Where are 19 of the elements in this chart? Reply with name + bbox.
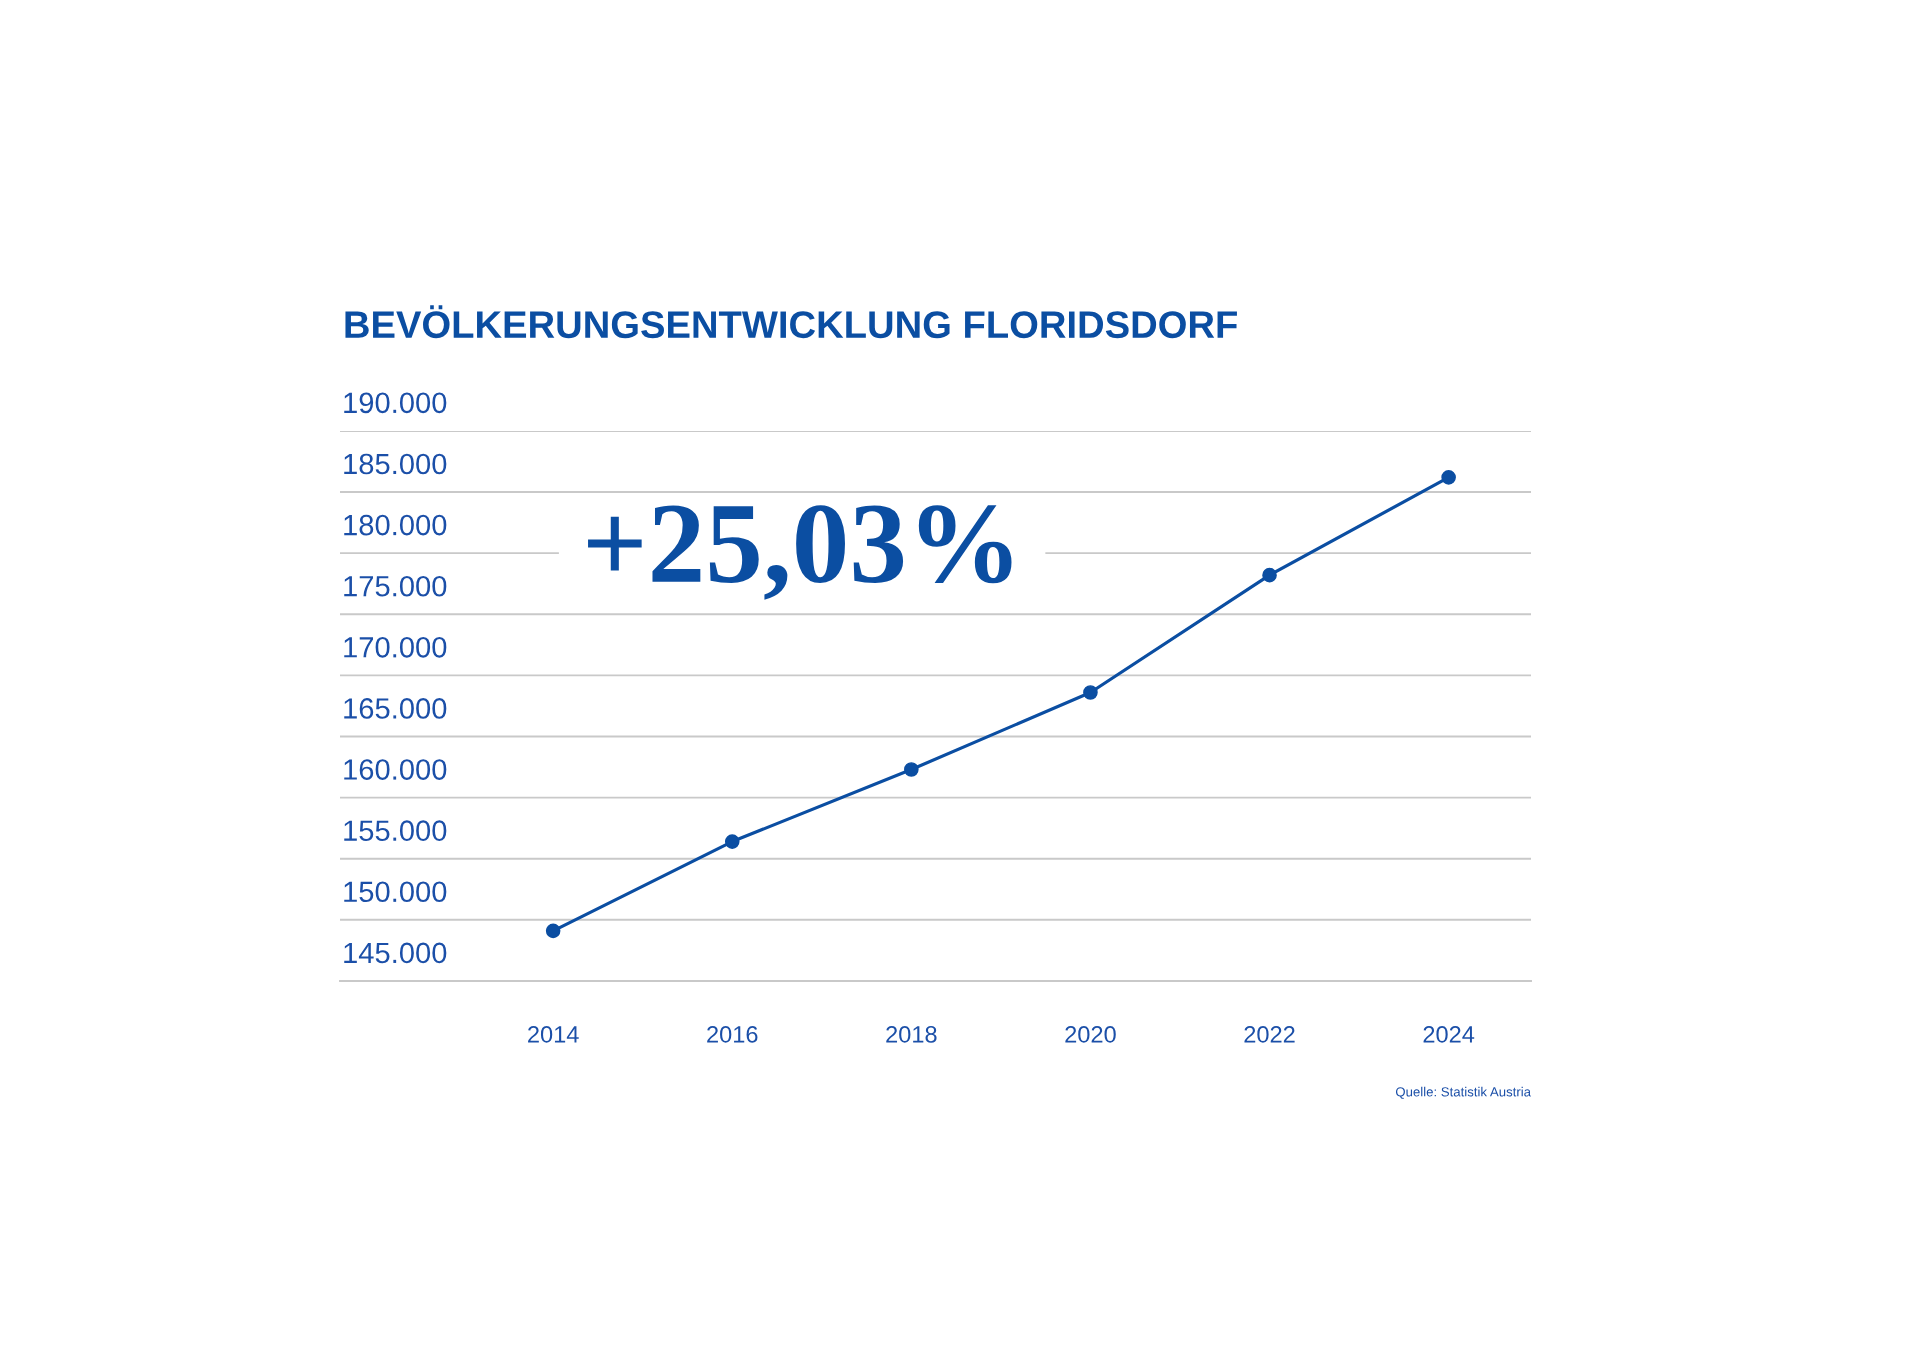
y-tick-label: 150.000	[344, 881, 447, 903]
source-note: Quelle: Statistik Austria	[1395, 1086, 1532, 1099]
y-tick-label: 165.000	[344, 698, 447, 719]
y-tick-label: 175.000	[344, 575, 447, 597]
y-tick-label: 160.000	[344, 759, 447, 780]
y-tick-label: 190.000	[344, 392, 447, 414]
y-tick-label: 185.000	[344, 453, 447, 475]
x-tick-label: 2022	[1244, 1026, 1295, 1043]
x-tick-label: 2016	[707, 1026, 758, 1043]
annotation: +25,03%	[588, 505, 1012, 600]
y-tick-label: 170.000	[344, 637, 447, 658]
x-tick-label: 2014	[528, 1026, 579, 1043]
x-tick-label: 2020	[1065, 1026, 1116, 1043]
x-tick-label: 2024	[1423, 1026, 1475, 1043]
y-tick-label: 155.000	[344, 820, 447, 842]
y-tick-label: 145.000	[344, 942, 447, 964]
x-tick-label: 2018	[886, 1026, 937, 1043]
chart-title: BEVÖLKERUNGSENTWICKLUNG FLORIDSDORF	[345, 305, 1237, 339]
y-tick-label: 180.000	[344, 514, 447, 536]
